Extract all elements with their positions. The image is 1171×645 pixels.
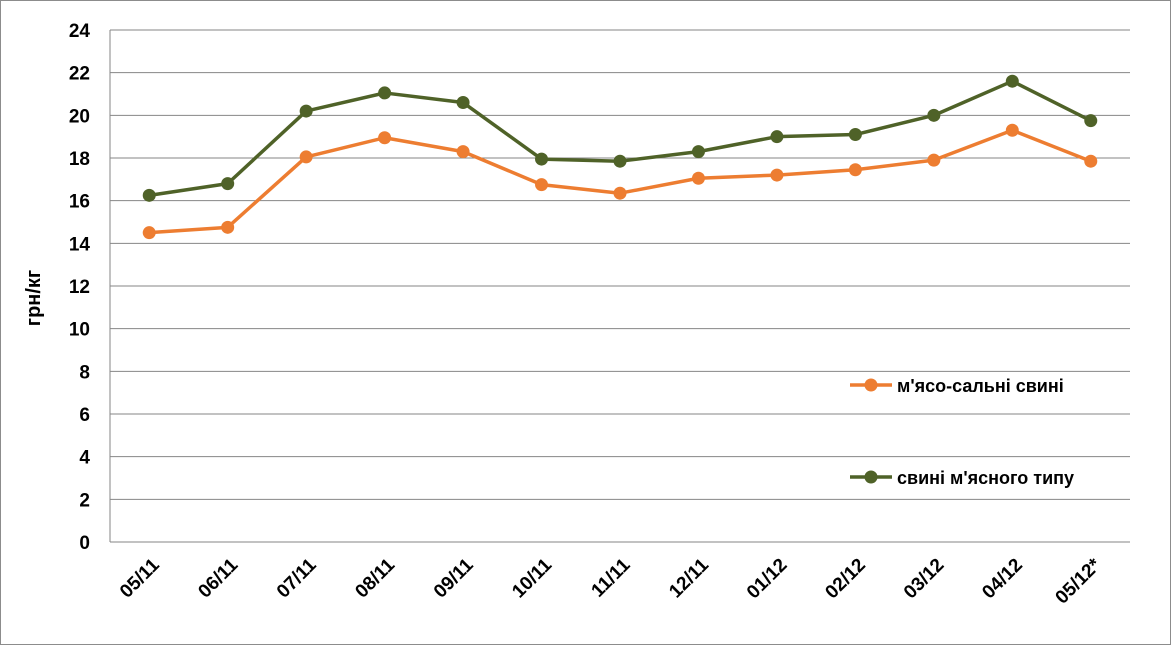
series-1 (142, 123, 1098, 240)
y-tick-label: 16 (69, 192, 90, 213)
data-point (221, 177, 235, 191)
data-point (142, 188, 156, 202)
data-point (613, 186, 627, 200)
y-tick-label: 24 (69, 21, 91, 42)
data-point (1084, 114, 1098, 128)
y-tick-label: 18 (69, 149, 90, 170)
data-point (378, 86, 392, 100)
data-point (1084, 154, 1098, 168)
series-2 (142, 74, 1098, 202)
x-tick-label: 02/12 (821, 555, 869, 603)
y-axis-title: грн/кг (23, 270, 45, 327)
y-tick-label: 14 (69, 234, 91, 255)
data-point (378, 131, 392, 145)
data-point (848, 128, 862, 142)
legend-marker (864, 378, 878, 392)
data-point (770, 168, 784, 182)
series-lines (142, 74, 1098, 240)
data-point (299, 150, 313, 164)
data-point (927, 108, 941, 122)
x-tick-label: 11/11 (588, 554, 635, 601)
data-point (535, 178, 549, 192)
x-tick-label: 08/11 (351, 554, 399, 602)
legend-entry: м'ясо-сальні свині (850, 376, 1064, 396)
data-point (221, 220, 235, 234)
x-tick-label: 09/11 (430, 554, 478, 602)
y-tick-label: 0 (79, 533, 90, 554)
x-tick-label: 07/11 (273, 554, 321, 602)
data-point (299, 104, 313, 118)
data-point (691, 145, 705, 159)
legend: м'ясо-сальні свині свині м'ясного типу (850, 376, 1074, 488)
data-point (691, 171, 705, 185)
x-tick-label: 05/11 (116, 554, 164, 602)
x-tick-label: 06/11 (194, 554, 242, 602)
y-tick-label: 22 (69, 64, 90, 85)
y-tick-label: 8 (79, 362, 90, 383)
y-tick-label: 20 (69, 106, 90, 127)
x-tick-label: 05/12* (1052, 554, 1106, 608)
series-line (149, 128, 1092, 235)
data-point (456, 145, 470, 159)
x-tick-labels: 05/11 06/11 07/11 08/11 09/11 10/11 11/11 12/11… (116, 554, 1106, 608)
legend-marker (864, 470, 878, 484)
series-line (148, 79, 1092, 198)
data-point (927, 153, 941, 167)
data-point (1005, 123, 1019, 137)
y-tick-label: 2 (79, 490, 90, 511)
y-tick-label: 6 (79, 405, 90, 426)
x-tick-label: 03/12 (900, 555, 948, 603)
data-point (613, 154, 627, 168)
data-point (1005, 74, 1019, 88)
y-tick-label: 10 (69, 320, 90, 341)
data-point (456, 96, 470, 110)
data-point (770, 130, 784, 144)
data-point (848, 163, 862, 177)
y-tick-label: 12 (69, 277, 90, 298)
legend-label: свині м'ясного типу (897, 468, 1074, 488)
x-tick-label: 12/11 (665, 554, 713, 602)
data-point (535, 152, 549, 166)
legend-entry: свині м'ясного типу (850, 468, 1074, 488)
data-point (142, 226, 156, 240)
legend-label: м'ясо-сальні свині (897, 376, 1064, 396)
x-tick-label: 04/12 (978, 555, 1026, 603)
x-tick-label: 01/12 (743, 555, 791, 603)
gridlines (109, 29, 1130, 543)
x-tick-label: 10/11 (508, 554, 556, 602)
y-tick-label: 4 (79, 448, 90, 469)
